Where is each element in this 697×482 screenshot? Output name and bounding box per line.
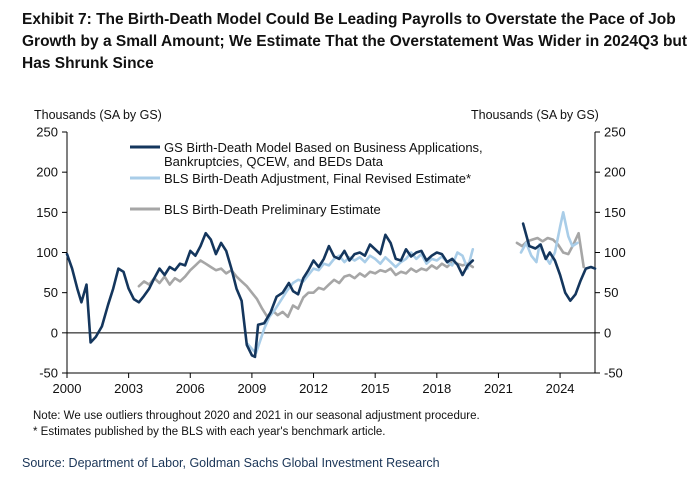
left-axis-unit-label: Thousands (SA by GS): [34, 108, 162, 122]
series-line-1-segment-1: [519, 211, 579, 265]
series-line-1-segment-0: [246, 248, 475, 355]
series-line-0-segment-0: [65, 231, 475, 359]
title-line-1: Exhibit 7: The Birth-Death Model Could B…: [22, 11, 676, 28]
series-line-2-segment-0: [137, 259, 475, 319]
x-tick-label: 2012: [299, 381, 328, 396]
title-line-3: Has Shrunk Since: [22, 55, 154, 72]
legend-label-0-1: Bankruptcies, QCEW, and BEDs Data: [164, 154, 384, 169]
y-tick-label-left: 100: [36, 245, 58, 260]
y-tick-label-right: 250: [604, 125, 626, 140]
chart-area: -50 -50 0 0 50 50 100 100 150 150 200 200 250 250 2000…: [36, 125, 625, 397]
title-line-2: Growth by a Small Amount; We Estimate Th…: [22, 33, 688, 50]
chart-title: Exhibit 7: The Birth-Death Model Could B…: [22, 9, 692, 75]
chart-series: [65, 211, 597, 359]
source-line: Source: Department of Labor, Goldman Sac…: [22, 456, 440, 470]
legend-label-1-0: BLS Birth-Death Adjustment, Final Revise…: [164, 171, 471, 186]
y-tick-label-right: 150: [604, 205, 626, 220]
x-tick-label: 2018: [422, 381, 451, 396]
y-tick-label-right: 0: [604, 325, 611, 340]
y-tick-label-left: -50: [39, 366, 58, 381]
legend-label-2-0: BLS Birth-Death Preliminary Estimate: [164, 202, 381, 217]
x-tick-label: 2006: [176, 381, 205, 396]
x-tick-label: 2024: [546, 381, 575, 396]
y-tick-label-right: 200: [604, 165, 626, 180]
x-tick-label: 2003: [114, 381, 143, 396]
y-tick-label-right: 100: [604, 245, 626, 260]
x-tick-label: 2000: [53, 381, 82, 396]
y-tick-label-left: 0: [51, 325, 58, 340]
chart-legend: GS Birth-Death Model Based on Business A…: [130, 140, 483, 217]
chart-axes: -50 -50 0 0 50 50 100 100 150 150 200 200 250 250 2000…: [36, 125, 625, 397]
y-tick-label-left: 200: [36, 165, 58, 180]
y-tick-label-right: -50: [604, 366, 623, 381]
x-tick-label: 2021: [484, 381, 513, 396]
y-tick-label-left: 250: [36, 125, 58, 140]
legend-label-0-0: GS Birth-Death Model Based on Business A…: [164, 140, 483, 155]
y-tick-label-right: 50: [604, 285, 618, 300]
note-benchmark: * Estimates published by the BLS with ea…: [33, 426, 386, 438]
x-tick-label: 2015: [361, 381, 390, 396]
x-tick-label: 2009: [237, 381, 266, 396]
y-tick-label-left: 150: [36, 205, 58, 220]
series-line-0-segment-1: [521, 222, 597, 302]
y-tick-label-left: 50: [44, 285, 58, 300]
right-axis-unit-label: Thousands (SA by GS): [471, 108, 599, 122]
note-outliers: Note: We use outliers throughout 2020 an…: [33, 410, 480, 422]
